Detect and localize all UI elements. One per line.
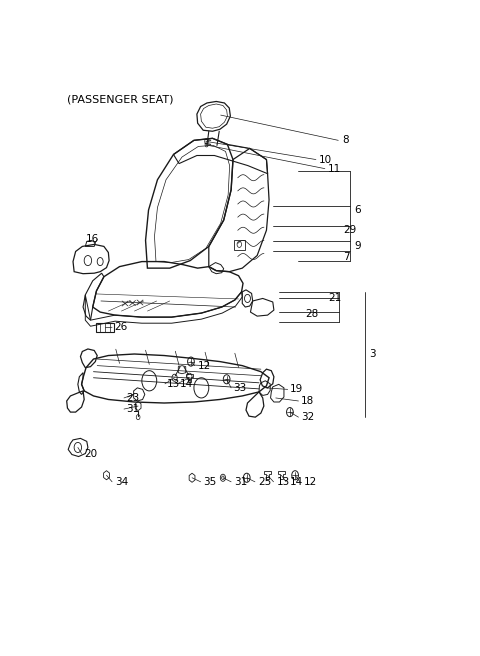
Text: 28: 28 xyxy=(305,308,319,319)
Text: (PASSENGER SEAT): (PASSENGER SEAT) xyxy=(67,95,174,105)
Text: 23: 23 xyxy=(126,393,140,403)
Text: 6: 6 xyxy=(354,205,360,215)
Text: 14: 14 xyxy=(180,379,193,389)
Bar xyxy=(234,240,244,251)
Text: 12: 12 xyxy=(304,477,317,487)
Text: 26: 26 xyxy=(114,322,127,332)
Text: 20: 20 xyxy=(84,449,97,459)
Text: 9: 9 xyxy=(354,241,360,251)
Text: 33: 33 xyxy=(233,383,246,393)
Text: 21: 21 xyxy=(328,293,341,304)
Text: 13: 13 xyxy=(167,379,180,389)
Text: 25: 25 xyxy=(258,477,271,487)
Text: 13: 13 xyxy=(276,477,290,487)
Text: 31: 31 xyxy=(234,477,247,487)
Text: 11: 11 xyxy=(328,163,341,174)
Text: 3: 3 xyxy=(369,349,375,359)
Bar xyxy=(96,323,114,333)
Text: 14: 14 xyxy=(290,477,303,487)
Text: 18: 18 xyxy=(301,396,314,406)
Text: 12: 12 xyxy=(198,361,211,371)
Text: 35: 35 xyxy=(203,477,216,487)
Text: 32: 32 xyxy=(301,412,314,422)
Text: 7: 7 xyxy=(344,251,350,262)
Text: 19: 19 xyxy=(290,384,303,394)
Text: 10: 10 xyxy=(319,155,332,165)
Text: 8: 8 xyxy=(343,135,349,146)
Text: 34: 34 xyxy=(115,477,128,487)
Text: 31: 31 xyxy=(126,404,140,414)
Text: 29: 29 xyxy=(344,225,357,236)
Text: 16: 16 xyxy=(86,234,99,244)
